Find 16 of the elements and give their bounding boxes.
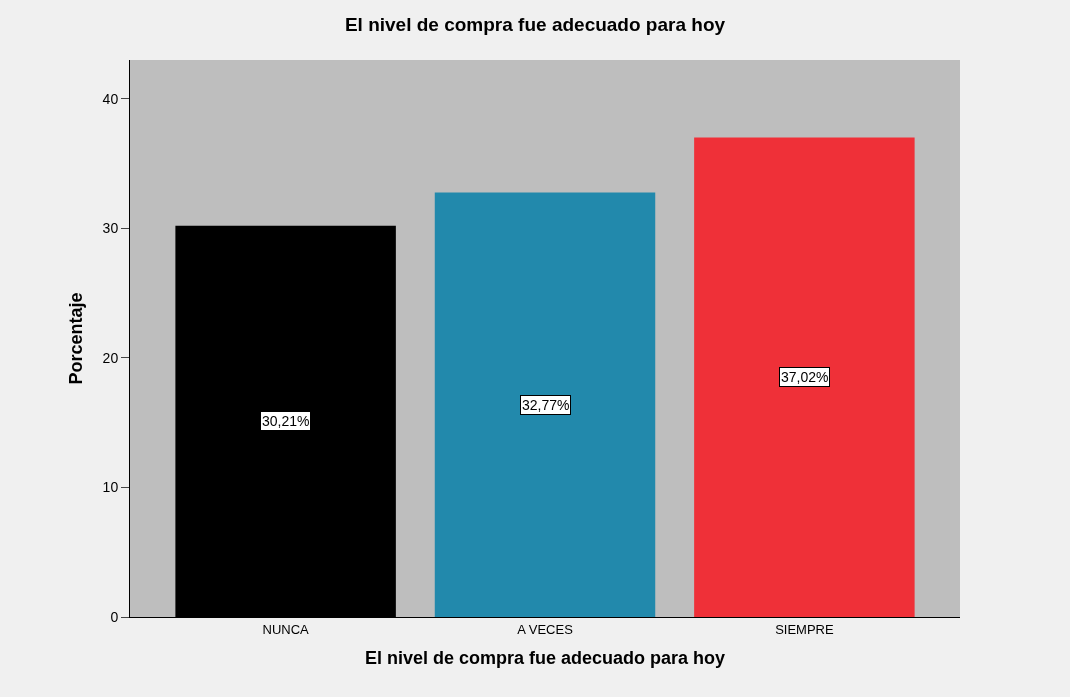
data-label: 32,77%: [522, 397, 570, 413]
y-axis-title: Porcentaje: [65, 292, 86, 385]
bar: [694, 137, 915, 617]
y-tick-label: 30: [102, 220, 119, 237]
data-label: 30,21%: [262, 413, 310, 429]
x-tick-label: SIEMPRE: [775, 621, 834, 637]
y-tick-label: 0: [110, 608, 119, 625]
x-tick-label: NUNCA: [262, 621, 310, 637]
chart-title: El nivel de compra fue adecuado para hoy: [344, 13, 726, 35]
x-tick-label: A VECES: [517, 621, 574, 637]
y-tick-label: 20: [102, 349, 119, 366]
y-tick-label: 40: [102, 90, 119, 107]
bar: [434, 192, 656, 617]
x-axis-title: El nivel de compra fue adecuado para hoy: [364, 647, 726, 668]
data-label: 37,02%: [781, 369, 829, 385]
y-tick-label: 10: [102, 479, 119, 496]
